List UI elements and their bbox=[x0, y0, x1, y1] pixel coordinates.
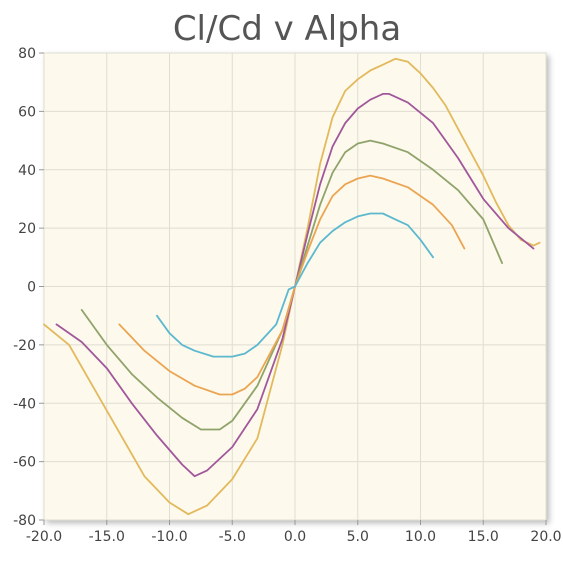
y-tick-label: 0 bbox=[27, 280, 36, 296]
x-tick-label: 20.0 bbox=[530, 529, 561, 545]
y-tick-label: -40 bbox=[13, 396, 36, 412]
y-tick-label: 80 bbox=[18, 46, 36, 62]
y-axis-ticks: -80 -60 -40 -20 0 20 40 60 80 bbox=[13, 46, 44, 529]
x-tick-label: 0.0 bbox=[284, 529, 306, 545]
y-tick-label: -80 bbox=[13, 513, 36, 529]
series-group bbox=[43, 57, 541, 516]
series-line-2 bbox=[55, 93, 535, 478]
series-line-4 bbox=[118, 174, 466, 396]
x-tick-label: 5.0 bbox=[347, 529, 369, 545]
x-axis-ticks: -20.0 -15.0 -10.0 -5.0 0.0 5.0 10.0 15.0 20.0 bbox=[26, 520, 562, 545]
x-tick-label: -5.0 bbox=[219, 529, 246, 545]
y-tick-label: 20 bbox=[18, 221, 36, 237]
x-tick-label: -20.0 bbox=[26, 529, 62, 545]
y-tick-label: 40 bbox=[18, 163, 36, 179]
y-tick-label: 60 bbox=[18, 104, 36, 120]
x-tick-label: -10.0 bbox=[151, 529, 187, 545]
series-line-3 bbox=[80, 139, 504, 431]
x-tick-label: -15.0 bbox=[89, 529, 125, 545]
y-tick-label: -20 bbox=[13, 338, 36, 354]
series-line-1 bbox=[43, 57, 541, 516]
chart-title: Cl/Cd v Alpha bbox=[173, 9, 401, 49]
y-tick-label: -60 bbox=[13, 455, 36, 471]
x-tick-label: 10.0 bbox=[405, 529, 436, 545]
series-line-5 bbox=[155, 212, 435, 358]
x-tick-label: 15.0 bbox=[468, 529, 499, 545]
